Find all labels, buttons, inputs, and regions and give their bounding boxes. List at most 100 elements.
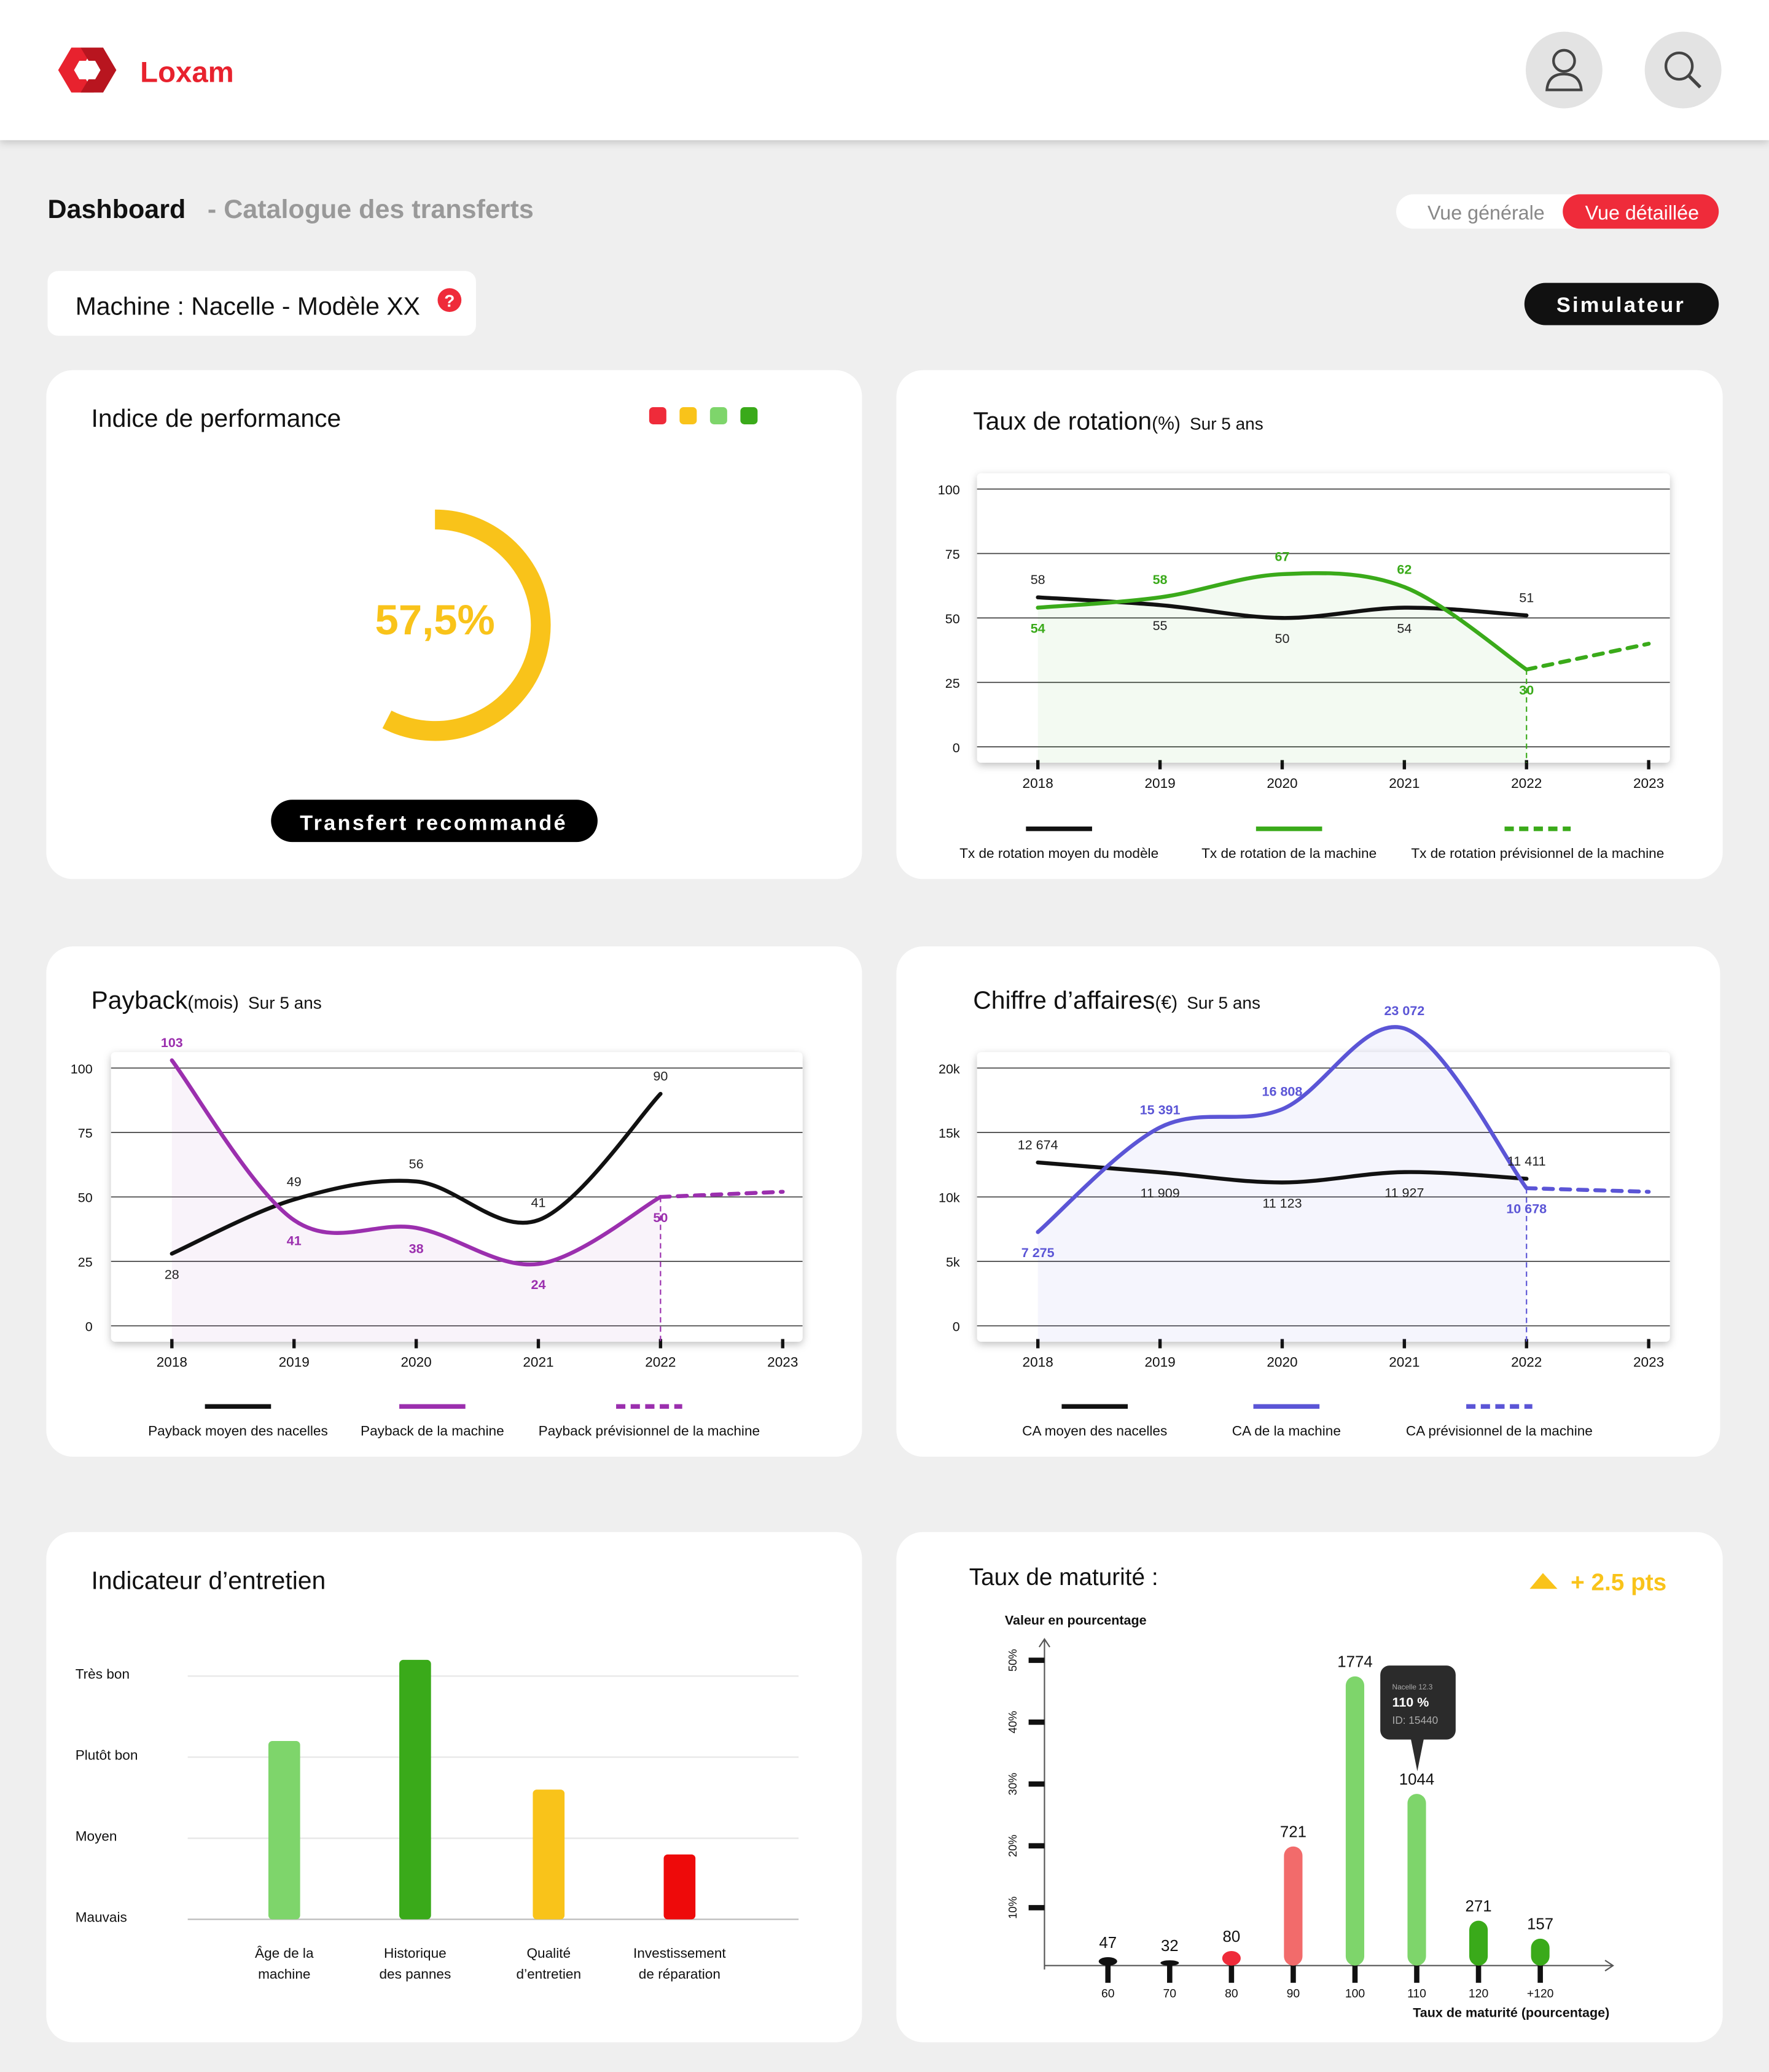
series-line (1036, 1160, 1529, 1185)
tooltip: Nacelle 12.3 110 % ID: 15440 (1380, 1665, 1456, 1772)
transfer-button[interactable] (271, 800, 598, 843)
help-icon[interactable] (437, 288, 462, 312)
count-label: 47 (1099, 1934, 1117, 1952)
x-tick-label: 60 (1101, 1987, 1115, 2000)
x-axis-title: Taux de maturité (pourcentage) (1413, 2006, 1609, 2020)
y-axis-arrow (1038, 1638, 1050, 1648)
legend-label: Payback moyen des nacelles (148, 1424, 328, 1439)
simulator-button[interactable] (1524, 282, 1719, 325)
x-tick-label: 2018 (1023, 776, 1053, 791)
help-text: ? (444, 291, 455, 310)
bar (663, 1854, 696, 1920)
y-tick-label: 75 (78, 1126, 93, 1141)
count-label: 271 (1466, 1898, 1492, 1915)
logo-right (80, 47, 117, 93)
user-button[interactable] (1525, 31, 1603, 109)
performance-legend (649, 407, 758, 424)
count-label: 721 (1280, 1824, 1306, 1841)
y-tick-label: 100 (938, 483, 960, 497)
subtitle: Sur 5 ans (1187, 993, 1260, 1012)
legend-label: Payback prévisionnel de la machine (539, 1424, 760, 1439)
y-axis-title: Valeur en pourcentage (1005, 1613, 1147, 1627)
bar (399, 1659, 431, 1920)
logo-left (58, 47, 94, 93)
header-bar (0, 0, 1769, 141)
bar (1407, 1794, 1426, 1966)
bar (1098, 1957, 1117, 1966)
x-tick-label: machine (258, 1966, 310, 1982)
view-detailed[interactable]: Vue détaillée (1585, 201, 1699, 224)
tooltip-box (1380, 1665, 1456, 1740)
data-label: 50 (653, 1210, 668, 1225)
x-tick-label: de réparation (639, 1966, 720, 1982)
series-line (658, 1190, 785, 1199)
count-label: 157 (1527, 1916, 1553, 1933)
data-label: 11 927 (1384, 1186, 1424, 1201)
panel (46, 1532, 862, 2043)
data-label: 41 (531, 1195, 546, 1210)
y-tick-label: 20k (939, 1062, 960, 1077)
count-label: 32 (1161, 1938, 1179, 1955)
y-tick-label: 0 (953, 741, 960, 755)
page-subtitle: - Catalogue des transferts (208, 195, 534, 224)
series-line (1525, 1186, 1651, 1194)
machine-box (47, 271, 476, 336)
brand: Loxam (140, 56, 234, 88)
x-tick-label: 2018 (157, 1355, 187, 1370)
view-general[interactable]: Vue générale (1427, 201, 1545, 224)
y-tick-label: 100 (71, 1062, 93, 1077)
bar (1469, 1920, 1488, 1966)
bar (1160, 1960, 1179, 1966)
search-button[interactable] (1644, 31, 1722, 109)
x-tick-label: 120 (1469, 1987, 1489, 2000)
data-label: 58 (1031, 572, 1045, 587)
data-label: 90 (653, 1069, 668, 1084)
data-label: 28 (165, 1267, 179, 1282)
x-tick-label: 2023 (1633, 776, 1664, 791)
data-label: 62 (1397, 562, 1412, 577)
title: Payback (92, 986, 188, 1014)
x-tick-label: 2021 (523, 1355, 553, 1370)
bar (1284, 1846, 1303, 1966)
data-label: 30 (1519, 683, 1534, 698)
x-tick-label: 2018 (1023, 1355, 1053, 1370)
page-title: Dashboard (47, 195, 185, 224)
y-tick-label: 50 (78, 1191, 93, 1205)
view-toggle: Vue générale Vue détaillée (1396, 194, 1719, 229)
logo[interactable] (58, 47, 117, 93)
maturity-bars: 10% 20% 30% 40% 50% 47 60 32 70 80 80 721 90 1774 100 1… (1006, 1649, 1553, 2000)
x-tick-label: 2020 (400, 1355, 431, 1370)
toggle-active (1563, 194, 1719, 229)
data-label: 24 (531, 1277, 546, 1292)
transfer-text: Transfert recommandé (300, 812, 568, 835)
x-tick-label: 2021 (1389, 1355, 1419, 1370)
tooltip-id: ID: 15440 (1392, 1714, 1439, 1726)
data-label: 11 123 (1262, 1196, 1302, 1210)
count-label: 1774 (1337, 1654, 1372, 1671)
y-tick-label: 75 (945, 547, 960, 562)
data-label: 23 072 (1384, 1003, 1424, 1018)
bar (1222, 1950, 1241, 1966)
simulator-text: Simulateur (1556, 294, 1685, 317)
y-tick-label: Plutôt bon (76, 1748, 138, 1763)
x-tick-label: 2019 (1144, 1355, 1175, 1370)
x-tick-label: 2022 (1511, 776, 1542, 791)
data-label: 103 (161, 1035, 183, 1050)
x-axis-arrow (1604, 1960, 1614, 1972)
series-line (1036, 571, 1529, 672)
search-handle (1687, 74, 1701, 88)
user-head (1552, 49, 1576, 73)
y-tick-label: 15k (939, 1126, 960, 1141)
x-tick-label: 2022 (1511, 1355, 1542, 1370)
y-tick-label: 50% (1006, 1649, 1019, 1672)
x-tick-label: 100 (1345, 1987, 1365, 2000)
data-label: 41 (287, 1234, 302, 1248)
legend-label: Tx de rotation de la machine (1201, 846, 1377, 861)
y-tick-label: 0 (953, 1320, 960, 1334)
legend-swatch (709, 407, 727, 424)
y-tick-label: 40% (1006, 1711, 1019, 1734)
unit: (€) (1155, 992, 1177, 1013)
y-tick-label: 5k (946, 1255, 960, 1270)
gauge-arc (382, 509, 551, 741)
